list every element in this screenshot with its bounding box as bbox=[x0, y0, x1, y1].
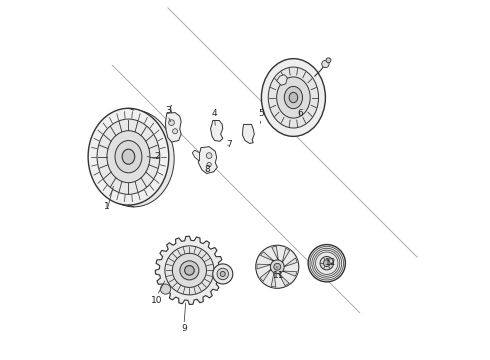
Circle shape bbox=[217, 268, 228, 280]
Text: 3: 3 bbox=[165, 105, 171, 114]
Circle shape bbox=[160, 284, 171, 294]
Polygon shape bbox=[282, 271, 297, 276]
Text: 8: 8 bbox=[204, 165, 210, 174]
Ellipse shape bbox=[261, 59, 325, 136]
Circle shape bbox=[220, 271, 225, 276]
Polygon shape bbox=[272, 246, 278, 260]
Text: 9: 9 bbox=[181, 324, 187, 333]
Ellipse shape bbox=[284, 86, 302, 109]
Circle shape bbox=[169, 120, 174, 126]
Text: 2: 2 bbox=[154, 152, 160, 161]
Text: 4: 4 bbox=[212, 109, 218, 118]
Polygon shape bbox=[260, 269, 271, 282]
Circle shape bbox=[185, 266, 194, 275]
Circle shape bbox=[270, 260, 284, 274]
Circle shape bbox=[213, 264, 233, 284]
Circle shape bbox=[172, 253, 206, 287]
Circle shape bbox=[326, 58, 331, 63]
Text: 11: 11 bbox=[273, 270, 285, 279]
Text: 1: 1 bbox=[104, 202, 110, 211]
Circle shape bbox=[165, 246, 214, 295]
Circle shape bbox=[206, 153, 212, 158]
Circle shape bbox=[180, 261, 199, 280]
Text: 5: 5 bbox=[258, 109, 264, 118]
Polygon shape bbox=[282, 248, 290, 263]
Circle shape bbox=[308, 244, 345, 282]
Text: 12: 12 bbox=[325, 258, 337, 267]
Circle shape bbox=[274, 264, 281, 270]
Circle shape bbox=[322, 60, 329, 68]
Circle shape bbox=[172, 129, 177, 134]
Polygon shape bbox=[155, 236, 223, 305]
Polygon shape bbox=[271, 273, 276, 287]
Polygon shape bbox=[192, 150, 199, 161]
Polygon shape bbox=[284, 258, 297, 267]
Circle shape bbox=[320, 256, 334, 270]
Ellipse shape bbox=[107, 131, 150, 183]
Text: 10: 10 bbox=[151, 296, 163, 305]
Polygon shape bbox=[260, 252, 274, 261]
Ellipse shape bbox=[277, 77, 310, 118]
Ellipse shape bbox=[115, 140, 142, 173]
Ellipse shape bbox=[94, 110, 174, 207]
Polygon shape bbox=[257, 264, 271, 269]
Polygon shape bbox=[198, 147, 218, 174]
Polygon shape bbox=[243, 125, 254, 143]
Ellipse shape bbox=[122, 149, 135, 164]
Text: 7: 7 bbox=[226, 140, 232, 149]
Circle shape bbox=[323, 260, 330, 266]
Ellipse shape bbox=[268, 67, 318, 128]
Polygon shape bbox=[211, 121, 223, 141]
Ellipse shape bbox=[289, 92, 298, 103]
Ellipse shape bbox=[88, 108, 169, 205]
Circle shape bbox=[207, 162, 211, 167]
Polygon shape bbox=[278, 273, 289, 285]
Polygon shape bbox=[166, 113, 181, 142]
Text: 6: 6 bbox=[298, 109, 303, 118]
Ellipse shape bbox=[97, 119, 160, 194]
Polygon shape bbox=[277, 75, 287, 85]
Circle shape bbox=[256, 245, 299, 288]
